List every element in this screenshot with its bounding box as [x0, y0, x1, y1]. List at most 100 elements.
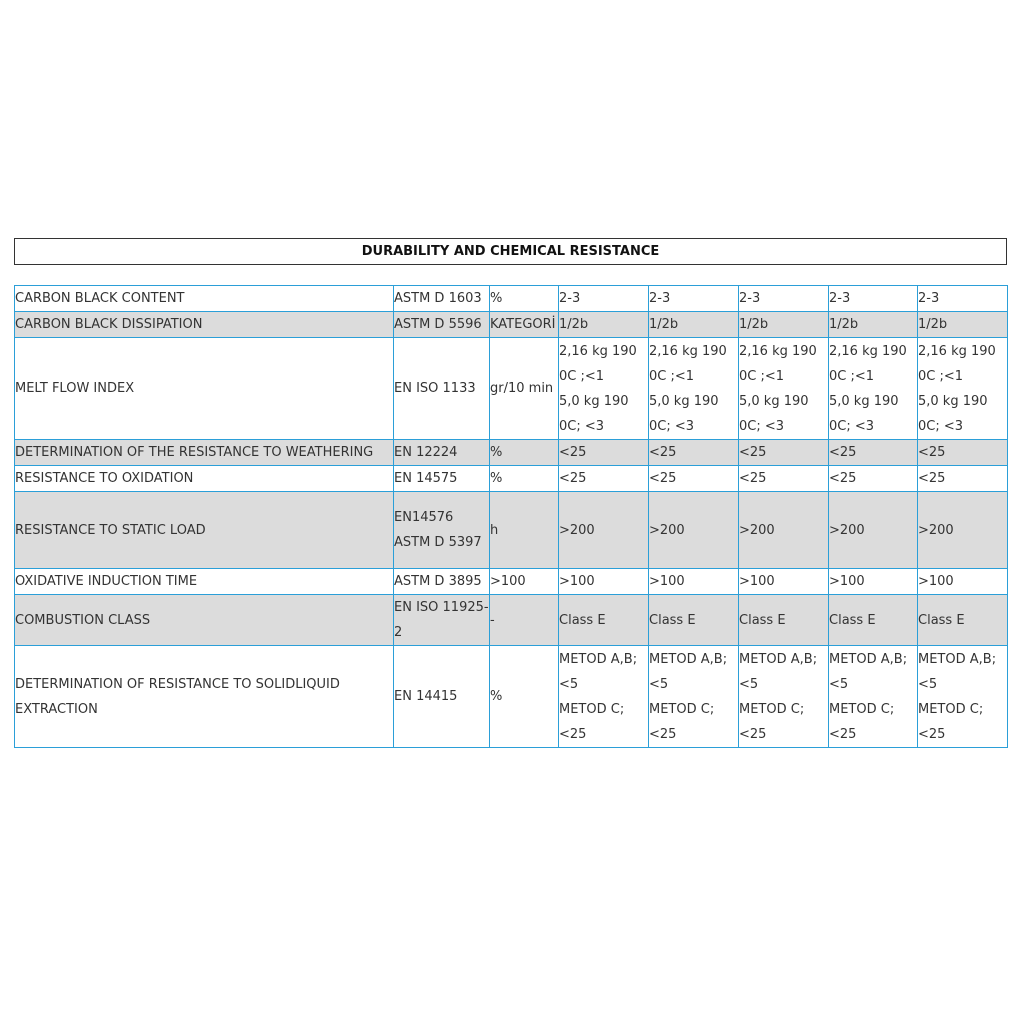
table-row: RESISTANCE TO OXIDATION EN 14575% <25 <25 <2…: [14, 465, 1008, 492]
table-cell: ASTM D 1603: [393, 285, 490, 312]
cell-line: METOD A,B; <5: [559, 651, 638, 692]
cell-line: 2,16 kg 190 0C ;<1: [829, 343, 907, 384]
table-cell: >100: [917, 568, 1008, 595]
table-cell: 2-3: [558, 285, 649, 312]
spec-table: CARBON BLACK CONTENT ASTM D 1603% 2-3 2-3 2-…: [14, 285, 1008, 748]
table-cell: 2-3: [648, 285, 739, 312]
cell-line: METOD A,B; <5: [918, 651, 997, 692]
table-cell: Class E: [738, 594, 829, 646]
table-cell: <25: [917, 465, 1008, 492]
cell-line: 2,16 kg 190 0C ;<1: [918, 343, 996, 384]
table-cell: Class E: [648, 594, 739, 646]
table-cell: <25: [648, 439, 739, 466]
table-row: DETERMINATION OF RESISTANCE TO SOLIDLIQU…: [14, 645, 1008, 748]
table-cell: <25: [917, 439, 1008, 466]
table-cell: EN ISO 11925-2: [393, 594, 490, 646]
table-cell: >100: [738, 568, 829, 595]
table-cell: <25: [558, 465, 649, 492]
table-cell: <25: [828, 439, 918, 466]
cell-line: METOD A,B; <5: [649, 651, 728, 692]
table-cell: >100: [489, 568, 559, 595]
table-cell: >200: [648, 491, 739, 569]
cell-line: 2,16 kg 190 0C ;<1: [649, 343, 727, 384]
table-cell: EN 14575: [393, 465, 490, 492]
table-cell: METOD A,B; <5 METOD C; <25: [828, 645, 918, 748]
table-cell: METOD A,B; <5 METOD C; <25: [648, 645, 739, 748]
table-cell: 2,16 kg 190 0C ;<1 5,0 kg 190 0C; <3: [648, 337, 739, 440]
table-cell: h: [489, 491, 559, 569]
table-cell: %: [489, 465, 559, 492]
table-cell: DETERMINATION OF THE RESISTANCE TO WEATH…: [14, 439, 394, 466]
table-cell: <25: [738, 439, 829, 466]
table-cell: 1/2b: [828, 311, 918, 338]
table-cell: ASTM D 5596: [393, 311, 490, 338]
table-row: OXIDATIVE INDUCTION TIME ASTM D 3895 >100 >…: [14, 568, 1008, 595]
table-cell: DETERMINATION OF RESISTANCE TO SOLIDLIQU…: [14, 645, 394, 748]
table-row: RESISTANCE TO STATIC LOAD EN14576 ASTM D …: [14, 491, 1008, 569]
table-cell: >200: [917, 491, 1008, 569]
table-cell: MELT FLOW INDEX: [14, 337, 394, 440]
table-cell: >200: [738, 491, 829, 569]
table-cell: EN ISO 1133: [393, 337, 490, 440]
table-cell: METOD A,B; <5 METOD C; <25: [558, 645, 649, 748]
table-cell: <25: [558, 439, 649, 466]
table-row: CARBON BLACK DISSIPATION ASTM D 5596 KATEG…: [14, 311, 1008, 338]
table-cell: >100: [828, 568, 918, 595]
table-row: DETERMINATION OF THE RESISTANCE TO WEATH…: [14, 439, 1008, 466]
table-cell: RESISTANCE TO OXIDATION: [14, 465, 394, 492]
table-cell: METOD A,B; <5 METOD C; <25: [738, 645, 829, 748]
table-cell: >100: [648, 568, 739, 595]
table-cell: OXIDATIVE INDUCTION TIME: [14, 568, 394, 595]
table-cell: 2,16 kg 190 0C ;<1 5,0 kg 190 0C; <3: [917, 337, 1008, 440]
table-cell: gr/10 min: [489, 337, 559, 440]
table-cell: 2,16 kg 190 0C ;<1 5,0 kg 190 0C; <3: [558, 337, 649, 440]
table-cell: CARBON BLACK DISSIPATION: [14, 311, 394, 338]
table-cell: 2-3: [828, 285, 918, 312]
cell-line: 5,0 kg 190 0C; <3: [649, 393, 719, 434]
cell-line: METOD A,B; <5: [829, 651, 908, 692]
cell-line: METOD C; <25: [559, 701, 625, 742]
cell-line: 5,0 kg 190 0C; <3: [739, 393, 809, 434]
cell-line: METOD C; <25: [739, 701, 805, 742]
table-cell: 2-3: [738, 285, 829, 312]
cell-line: METOD C; <25: [918, 701, 984, 742]
table-cell: EN14576 ASTM D 5397: [393, 491, 490, 569]
table-cell: 2,16 kg 190 0C ;<1 5,0 kg 190 0C; <3: [828, 337, 918, 440]
table-cell: COMBUSTION CLASS: [14, 594, 394, 646]
table-cell: %: [489, 439, 559, 466]
table-cell: CARBON BLACK CONTENT: [14, 285, 394, 312]
table-cell: EN 12224: [393, 439, 490, 466]
table-cell: 1/2b: [648, 311, 739, 338]
table-cell: 2,16 kg 190 0C ;<1 5,0 kg 190 0C; <3: [738, 337, 829, 440]
table-cell: <25: [738, 465, 829, 492]
cell-line: 5,0 kg 190 0C; <3: [829, 393, 899, 434]
table-row: MELT FLOW INDEX EN ISO 1133 gr/10 min 2,16 …: [14, 337, 1008, 440]
table-row: CARBON BLACK CONTENT ASTM D 1603% 2-3 2-3 2-…: [14, 285, 1008, 312]
table-row: COMBUSTION CLASS EN ISO 11925-2- Class E Cl…: [14, 594, 1008, 646]
table-cell: 1/2b: [558, 311, 649, 338]
table-cell: Class E: [828, 594, 918, 646]
table-cell: Class E: [917, 594, 1008, 646]
table-cell: KATEGORİ: [489, 311, 559, 338]
cell-line: METOD C; <25: [829, 701, 895, 742]
table-cell: %: [489, 285, 559, 312]
table-cell: -: [489, 594, 559, 646]
table-cell: METOD A,B; <5 METOD C; <25: [917, 645, 1008, 748]
table-cell: >200: [558, 491, 649, 569]
cell-line: 2,16 kg 190 0C ;<1: [739, 343, 817, 384]
cell-line: METOD C; <25: [649, 701, 715, 742]
table-cell: >100: [558, 568, 649, 595]
table-cell: 2-3: [917, 285, 1008, 312]
cell-line: 5,0 kg 190 0C; <3: [918, 393, 988, 434]
cell-line: 5,0 kg 190 0C; <3: [559, 393, 629, 434]
table-cell: RESISTANCE TO STATIC LOAD: [14, 491, 394, 569]
table-cell: EN 14415: [393, 645, 490, 748]
section-title: DURABILITY AND CHEMICAL RESISTANCE: [14, 238, 1007, 265]
table-cell: Class E: [558, 594, 649, 646]
table-cell: <25: [648, 465, 739, 492]
table-cell: ASTM D 3895: [393, 568, 490, 595]
table-cell: >200: [828, 491, 918, 569]
cell-line: 2,16 kg 190 0C ;<1: [559, 343, 637, 384]
table-cell: 1/2b: [917, 311, 1008, 338]
